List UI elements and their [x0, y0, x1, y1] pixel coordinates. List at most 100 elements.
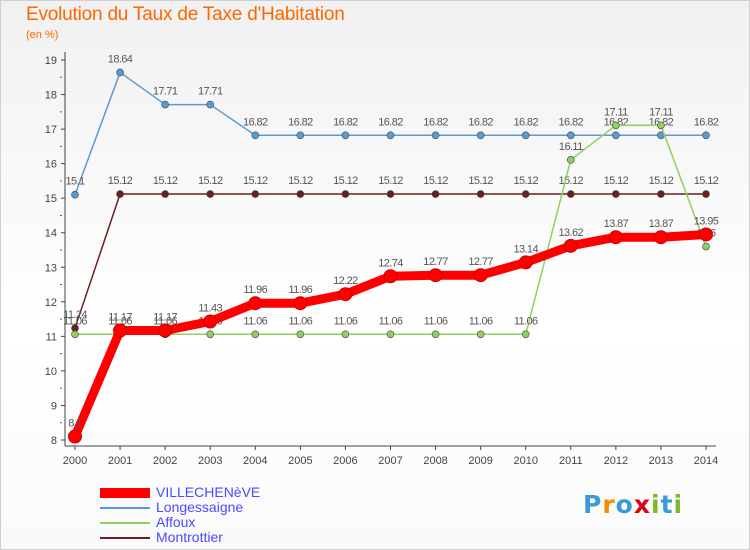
data-point: [521, 190, 530, 198]
data-point: [612, 190, 620, 198]
data-point: [521, 131, 530, 140]
data-label: 11.17: [153, 311, 177, 323]
data-point: [296, 330, 305, 339]
data-label: 13.87: [649, 218, 674, 230]
data-point: [612, 121, 620, 130]
data-point: [296, 190, 305, 198]
chart-title: Evolution du Taux de Taxe d'Habitation: [26, 4, 345, 25]
data-point: [653, 230, 668, 245]
legend-item-longessaigne: Longessaigne: [100, 500, 260, 515]
y-tick-label: 8: [51, 435, 57, 447]
y-tick-label: 9: [51, 400, 57, 412]
data-point: [161, 100, 169, 109]
data-point: [68, 429, 82, 444]
data-point: [521, 330, 530, 339]
data-point: [702, 131, 710, 140]
data-label: 11.06: [379, 315, 403, 327]
data-point: [113, 323, 128, 338]
data-label: 15.1: [65, 176, 84, 188]
y-tick-label: 13: [45, 262, 57, 274]
data-point: [702, 190, 710, 198]
data-label: 16.82: [423, 116, 448, 128]
data-point: [251, 190, 260, 198]
data-label: 15.12: [513, 175, 538, 187]
data-label: 11.06: [63, 315, 87, 327]
data-point: [71, 330, 79, 339]
data-label: 11.06: [288, 315, 312, 327]
legend-label-montrottier: Montrottier: [156, 529, 223, 545]
x-tick-label: 2008: [423, 455, 447, 467]
data-point: [206, 330, 215, 339]
data-point: [566, 190, 575, 198]
legend-label-longessaigne: Longessaigne: [156, 499, 244, 515]
data-point: [116, 190, 124, 198]
y-tick-label: 19: [45, 55, 57, 67]
data-label: 16.82: [468, 116, 493, 128]
data-label: 11.06: [334, 315, 358, 327]
data-point: [431, 190, 440, 198]
data-label: 16.82: [694, 116, 719, 128]
data-point: [431, 330, 440, 339]
data-label: 13.14: [513, 243, 538, 255]
data-label: 15.12: [288, 175, 313, 187]
data-label: 11.96: [243, 284, 267, 296]
data-label: 11.96: [288, 284, 312, 296]
data-label: 12.22: [333, 275, 358, 287]
data-label: 15.12: [649, 175, 674, 187]
x-tick-label: 2005: [288, 455, 312, 467]
y-tick-label: 12: [45, 297, 57, 309]
data-label: 11.06: [153, 315, 177, 327]
data-point: [476, 131, 485, 140]
data-point: [386, 330, 395, 339]
data-label: 11.17: [108, 311, 132, 323]
data-point: [251, 131, 260, 140]
logo-letter: o: [615, 490, 634, 519]
data-point: [612, 131, 620, 140]
logo-letter: P: [583, 490, 603, 519]
data-label: 17.11: [649, 106, 673, 118]
legend-swatch-villecheneve: [100, 487, 150, 498]
data-label: 15.12: [108, 175, 133, 187]
legend-item-montrottier: Montrottier: [100, 530, 260, 545]
data-label: 12.77: [423, 256, 448, 268]
data-label: 17.71: [153, 86, 178, 98]
data-point: [161, 190, 169, 198]
legend-swatch-longessaigne: [100, 506, 150, 509]
data-label: 16.82: [559, 116, 584, 128]
data-label: 11.06: [243, 315, 267, 327]
data-point: [206, 100, 215, 109]
legend-swatch-affoux: [100, 521, 150, 524]
data-point: [657, 190, 665, 198]
data-point: [158, 323, 173, 338]
data-point: [341, 330, 350, 339]
logo-letter: i: [673, 490, 684, 519]
data-point: [386, 131, 395, 140]
data-label: 12.77: [468, 256, 493, 268]
data-label: 13.87: [604, 218, 629, 230]
proxiti-logo: Proxiti: [583, 490, 683, 519]
data-point: [563, 238, 578, 253]
data-label: 16.82: [378, 116, 403, 128]
legend-label-affoux: Affoux: [156, 514, 196, 530]
data-label: 17.71: [198, 86, 223, 98]
data-label: 15.12: [694, 175, 719, 187]
x-tick-label: 2002: [153, 455, 177, 467]
data-label: 15.12: [153, 175, 178, 187]
data-label: 15.12: [378, 175, 403, 187]
data-label: 18.64: [108, 53, 133, 65]
data-point: [383, 269, 398, 284]
x-tick-label: 2007: [378, 455, 402, 467]
x-tick-label: 2001: [108, 455, 132, 467]
legend: VILLECHENèVE Longessaigne Affoux Montrot…: [100, 485, 260, 545]
logo-letter: r: [602, 490, 616, 519]
data-point: [203, 314, 218, 329]
data-point: [296, 131, 305, 140]
data-label: 13.95: [694, 215, 719, 227]
data-point: [428, 268, 443, 283]
data-label: 12.74: [378, 257, 403, 269]
x-tick-label: 2010: [513, 455, 537, 467]
data-label: 16.11: [559, 141, 583, 153]
chart-subtitle: (en %): [26, 29, 59, 41]
data-point: [566, 131, 575, 140]
